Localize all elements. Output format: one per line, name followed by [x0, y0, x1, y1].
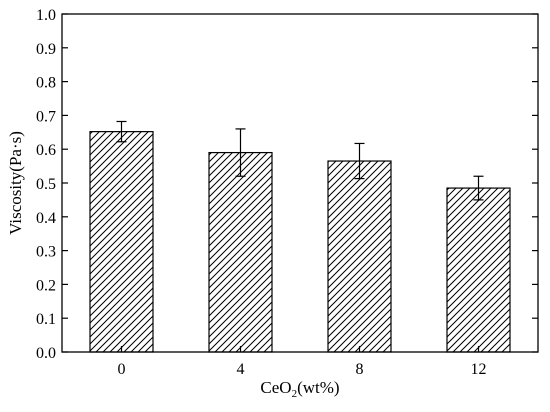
x-axis-label-tail: (wt%)	[297, 378, 339, 397]
error-bars-layer	[116, 120, 484, 201]
bar-8	[327, 160, 392, 353]
x-axis-ticks: 0 4 8 12	[118, 346, 487, 378]
x-axis-label-subscript: 2	[292, 388, 298, 400]
bar-0	[89, 131, 154, 353]
x-tick-label: 0	[118, 361, 126, 378]
y-tick-label: 0.8	[36, 75, 56, 92]
x-tick-label: 4	[237, 361, 245, 378]
x-axis-label: CeO2(wt%)	[260, 378, 339, 400]
bar-12	[446, 187, 511, 353]
y-axis-ticks: 0.0 0.1 0.2 0.3 0.4 0.5 0.6 0.7 0.8 0.9 1.0	[36, 7, 538, 362]
y-tick-label: 0.3	[36, 244, 56, 261]
x-tick-label: 12	[471, 361, 487, 378]
y-tick-label: 0.1	[36, 311, 56, 328]
y-tick-label: 0.7	[36, 108, 56, 125]
y-tick-label: 0.5	[36, 176, 56, 193]
y-tick-label: 0.0	[36, 345, 56, 362]
bars-layer	[89, 131, 511, 353]
y-tick-label: 0.4	[36, 210, 56, 227]
y-tick-label: 0.6	[36, 142, 56, 159]
y-axis-label: Viscosity(Pa·s)	[6, 131, 25, 235]
x-axis-label-main: CeO	[260, 378, 291, 397]
y-tick-label: 0.2	[36, 277, 56, 294]
y-tick-label: 0.9	[36, 41, 56, 58]
y-tick-label: 1.0	[36, 7, 56, 24]
bar-4	[208, 151, 273, 353]
x-tick-label: 8	[356, 361, 364, 378]
